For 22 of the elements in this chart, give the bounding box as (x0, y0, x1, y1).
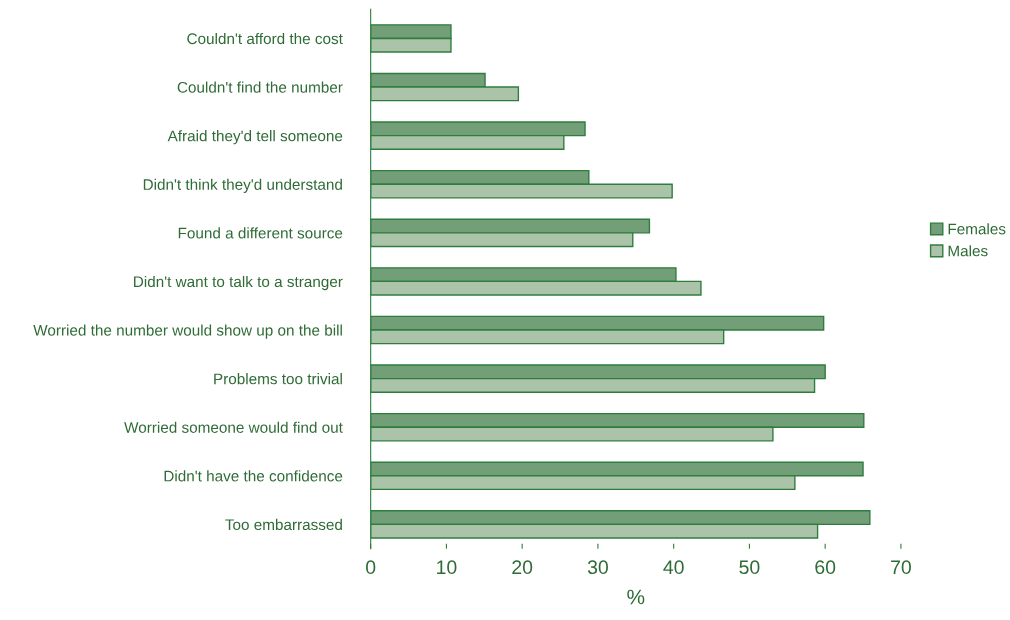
y-tick-label: Afraid they'd tell someone (167, 130, 343, 145)
y-tick-label: Too embarrassed (225, 518, 342, 531)
y-tick-label: Didn't think they'd understand (143, 178, 342, 193)
x-tick-label: 30 (587, 560, 608, 575)
x-tick-label: 50 (739, 560, 760, 575)
y-tick-label: Couldn't afford the cost (187, 32, 343, 45)
x-axis-title: % (627, 589, 645, 605)
x-tick-label: 0 (366, 560, 376, 575)
y-tick-label: Problems too trivial (214, 373, 342, 385)
x-tick-label: 40 (663, 560, 684, 575)
y-tick-label: Didn't want to talk to a stranger (134, 275, 343, 291)
legend-label: Males (948, 245, 988, 257)
y-tick-label: Couldn't find the number (177, 81, 343, 93)
x-tick-label: 10 (437, 560, 457, 575)
x-tick-label: 70 (891, 560, 911, 575)
x-tick-label: 20 (512, 560, 533, 575)
y-tick-label: Found a different source (178, 227, 343, 239)
x-tick-label: 60 (815, 560, 836, 575)
y-tick-label: Worried the number would show up on the bill (33, 324, 342, 339)
y-tick-label: Worried someone would find out (124, 421, 343, 433)
legend-label: Females (948, 223, 1006, 235)
y-tick-label: Didn't have the confidence (164, 470, 343, 482)
